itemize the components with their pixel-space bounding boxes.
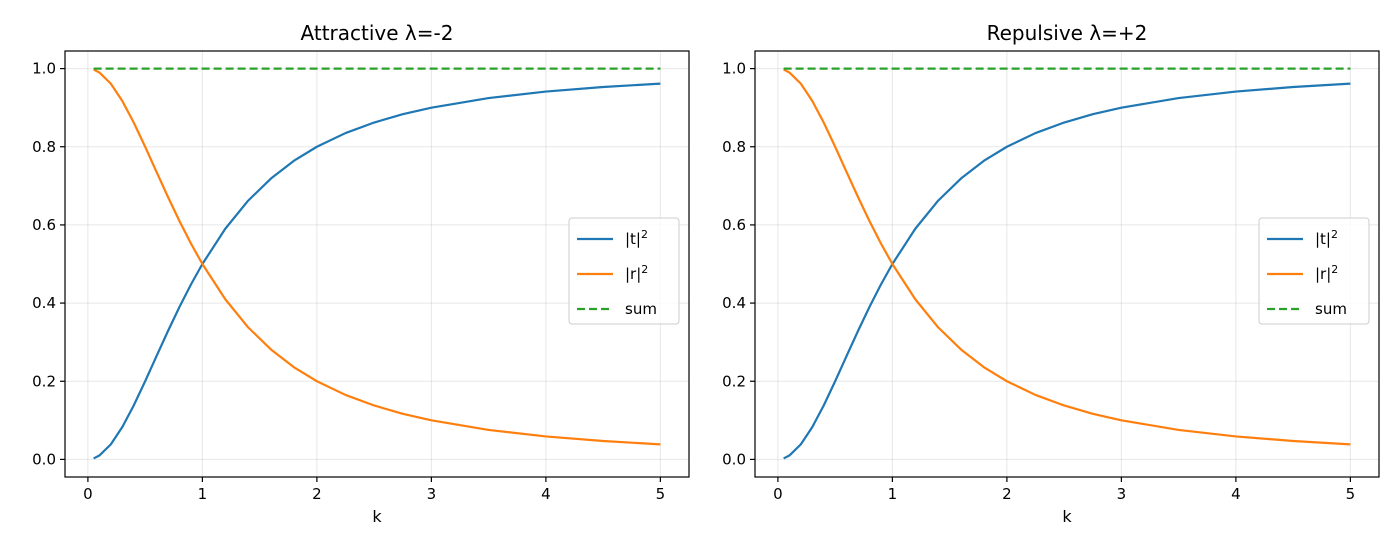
- y-tick-label: 0.4: [32, 294, 56, 312]
- x-tick-label: 2: [312, 485, 322, 503]
- y-tick-label: 0.4: [722, 294, 746, 312]
- legend-label-1: |t|2: [1315, 228, 1338, 248]
- x-tick-label: 4: [541, 485, 551, 503]
- x-tick-label: 0: [773, 485, 783, 503]
- x-tick-label: 3: [427, 485, 437, 503]
- legend-box: [568, 217, 680, 325]
- axes-frame: [754, 50, 1380, 478]
- x-tick-label: 1: [888, 485, 898, 503]
- y-tick-label: 0.0: [722, 450, 746, 468]
- series-group: [783, 67, 1351, 460]
- legend: |t|2 |r|2 sum: [1258, 217, 1370, 325]
- chart-title: Attractive λ=-2: [301, 21, 454, 45]
- y-tick-label: 1.0: [722, 60, 746, 78]
- axes-frame: [64, 50, 690, 478]
- x-axis-label: k: [1062, 507, 1072, 526]
- legend-label-1: |t|2: [625, 228, 648, 248]
- legend-label-3: sum: [625, 300, 657, 318]
- series-line-2: [783, 68, 1351, 446]
- y-tick-label: 1.0: [32, 60, 56, 78]
- series-line-1: [93, 82, 661, 460]
- y-tick-label: 0.8: [32, 138, 56, 156]
- series-line-1: [783, 82, 1351, 460]
- x-tick-label: 3: [1117, 485, 1127, 503]
- y-tick-label: 0.6: [722, 216, 746, 234]
- x-tick-label: 1: [198, 485, 208, 503]
- x-axis-label: k: [372, 507, 382, 526]
- x-tick-label: 0: [83, 485, 93, 503]
- chart-panel-1: 0 1 2 3 4 5 0.0 0.2 0.4 0.6 0.8 1.0 Attractive λ=-2 k…: [32, 21, 690, 526]
- chart-panel-2: 0 1 2 3 4 5 0.0 0.2 0.4 0.6 0.8 1.0 Repulsive λ=+2 k |…: [722, 21, 1380, 526]
- chart-title: Repulsive λ=+2: [987, 21, 1148, 45]
- y-tick-label: 0.6: [32, 216, 56, 234]
- series-group: [93, 67, 661, 460]
- legend: |t|2 |r|2 sum: [568, 217, 680, 325]
- series-line-2: [93, 68, 661, 446]
- x-tick-label: 5: [656, 485, 666, 503]
- y-tick-label: 0.2: [32, 372, 56, 390]
- legend-label-2: |r|2: [625, 263, 648, 283]
- x-tick-label: 2: [1002, 485, 1012, 503]
- x-tick-label: 4: [1231, 485, 1241, 503]
- legend-box: [1258, 217, 1370, 325]
- y-tick-label: 0.8: [722, 138, 746, 156]
- legend-label-2: |r|2: [1315, 263, 1338, 283]
- legend-label-3: sum: [1315, 300, 1347, 318]
- x-tick-label: 5: [1346, 485, 1356, 503]
- y-tick-label: 0.2: [722, 372, 746, 390]
- y-tick-label: 0.0: [32, 450, 56, 468]
